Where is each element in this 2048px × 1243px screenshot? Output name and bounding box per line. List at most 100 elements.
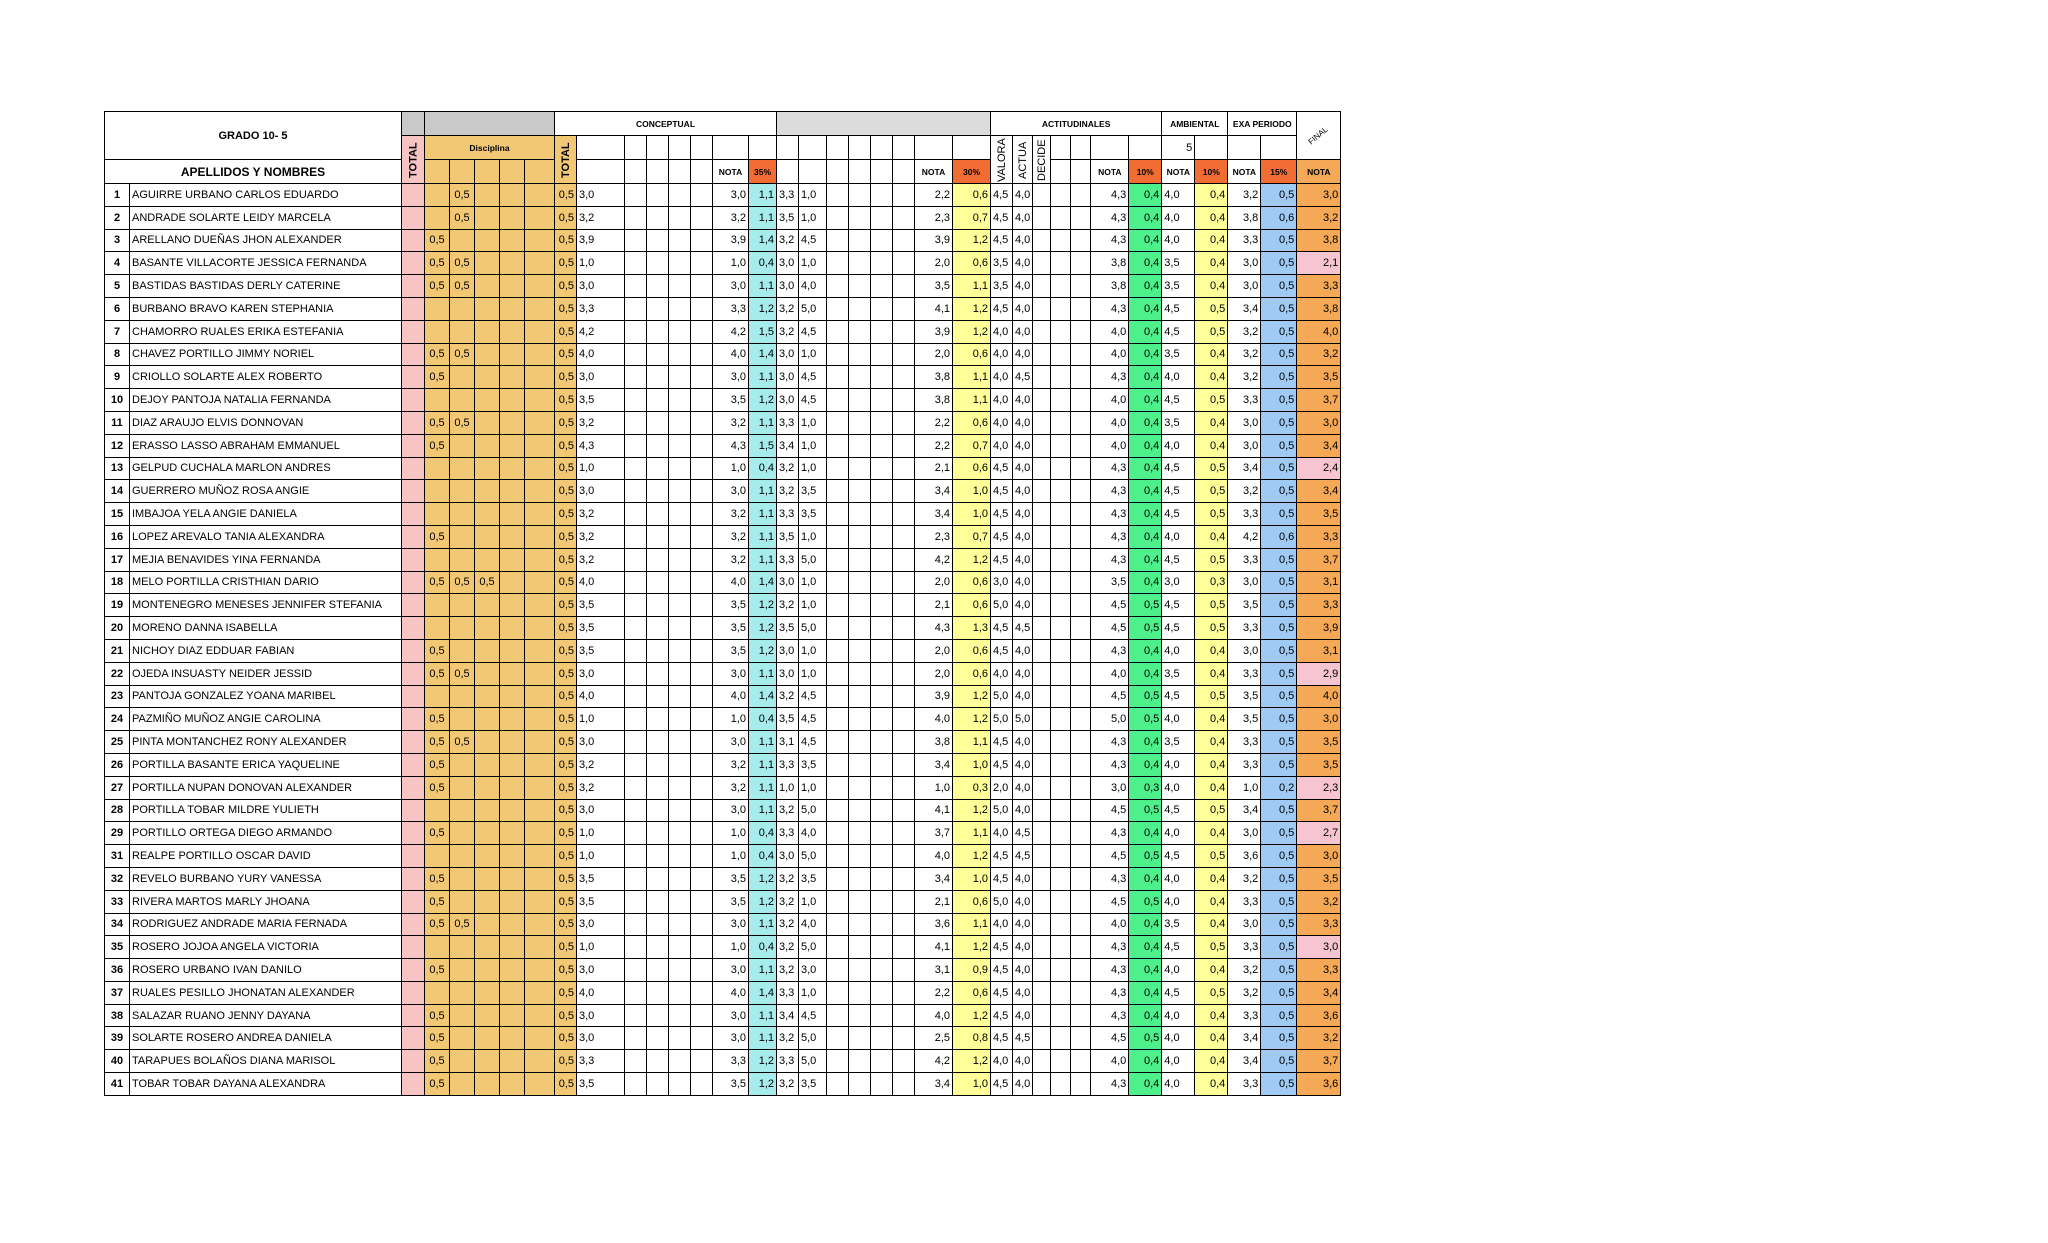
empty-cell [1070,1003,1092,1028]
empty-cell [690,547,713,572]
cell-ex15: 0,5 [1260,456,1298,481]
empty-cell [870,798,893,823]
cell-p30: 1,2 [952,296,991,321]
cell-c1: 1,0 [576,456,625,481]
empty-cell [892,274,915,298]
cell-amb10: 0,4 [1194,342,1229,367]
cell-pn: 4,1 [914,798,953,823]
cell-ex15: 0,6 [1260,205,1298,230]
cell-a: 4,0 [1011,524,1034,549]
cell-d-2 [474,183,500,207]
empty-cell [1070,866,1092,891]
empty-cell [848,775,871,800]
cell-name: LOPEZ AREVALO TANIA ALEXANDRA [129,524,402,549]
empty-cell [646,296,669,321]
empty-cell [1070,433,1092,458]
empty-cell [870,433,893,458]
empty-cell [1070,821,1092,846]
empty-cell [1032,775,1052,800]
cell-c35: 1,2 [748,296,777,321]
empty-cell [401,479,425,504]
empty-cell [401,821,425,846]
cell-d-2 [474,1049,500,1074]
empty-cell [524,775,555,800]
cell-d-0: 0,5 [424,889,450,914]
cell-ex15: 0,5 [1260,866,1298,891]
student-row: 16 LOPEZ AREVALO TANIA ALEXANDRA 0,5 0,5 3,2… [104,524,1342,549]
cell-a10: 0,4 [1128,730,1163,754]
cell-cn: 3,0 [712,1003,749,1028]
cell-v: 4,5 [990,958,1013,982]
empty-cell [690,935,713,960]
cell-c1: 3,3 [576,1049,625,1074]
empty-cell [668,616,691,640]
empty-cell [624,844,647,868]
empty-cell [892,958,915,982]
cell-name: ARELLANO DUEÑAS JHON ALEXANDER [129,228,402,253]
cell-fin: 3,8 [1296,228,1342,253]
cell-ex15: 0,5 [1260,593,1298,618]
empty-cell [690,388,713,412]
empty-cell [1050,958,1072,982]
empty-cell [646,730,669,754]
cell-cn: 3,5 [712,593,749,618]
empty-cell [1032,502,1052,526]
empty-cell [646,274,669,298]
empty-cell [1070,456,1092,481]
cell-fin: 3,0 [1296,935,1342,960]
cell-d-3 [499,616,525,640]
empty-cell [624,935,647,960]
empty-cell [1050,638,1072,663]
empty-cell [1050,661,1072,686]
cell-amb10: 0,5 [1194,547,1229,572]
cell-v: 4,0 [990,1049,1013,1074]
cell-c35: 1,1 [748,205,777,230]
empty-cell [401,456,425,481]
cell-amb: 4,5 [1161,980,1196,1005]
empty-cell [1070,296,1092,321]
cell-amb: 4,0 [1161,1026,1196,1051]
empty-cell [1070,547,1092,572]
cell-n: 28 [104,798,130,823]
cell-amb10: 0,5 [1194,935,1229,960]
empty-cell [848,730,871,754]
cell-a: 4,5 [1011,1026,1034,1051]
cell-d-2 [474,798,500,823]
empty-cell [668,889,691,914]
cell-d-2 [474,1026,500,1051]
cell-ex: 3,3 [1227,1003,1262,1028]
cell-cn: 3,0 [712,274,749,298]
cell-p2: 1,0 [798,661,827,686]
empty-cell [668,1003,691,1028]
empty-cell [624,183,647,207]
empty-cell [624,1003,647,1028]
cell-c35: 1,4 [748,342,777,367]
cell-pn: 2,2 [914,410,953,435]
cell-ex: 3,4 [1227,296,1262,321]
empty-cell [646,319,669,344]
cell-d-2 [474,593,500,618]
cell-a10: 0,5 [1128,593,1163,618]
cell-d-1 [449,684,475,709]
empty-cell [624,524,647,549]
empty-cell [870,319,893,344]
cell-an: 4,0 [1090,388,1130,412]
cell-cn: 3,0 [712,912,749,937]
cell-cn: 1,0 [712,844,749,868]
empty-cell [848,342,871,367]
empty-cell [646,752,669,777]
empty-cell [1050,707,1072,732]
cell-v: 3,0 [990,570,1013,595]
cell-cn: 4,3 [712,433,749,458]
cell-d-2 [474,228,500,253]
cell-p2: 3,5 [798,502,827,526]
cell-amb10: 0,4 [1194,821,1229,846]
cell-pn: 2,1 [914,889,953,914]
cell-amb10: 0,4 [1194,889,1229,914]
empty-cell [870,866,893,891]
student-row: 32 REVELO BURBANO YURY VANESSA 0,5 0,5 3,5 3,… [104,866,1342,891]
student-row: 28 PORTILLA TOBAR MILDRE YULIETH 0,5 3,0 3,0… [104,798,1342,823]
student-row: 14 GUERRERO MUÑOZ ROSA ANGIE 0,5 3,0 3,0 1,1 3… [104,479,1342,504]
cell-ex15: 0,5 [1260,1026,1298,1051]
cell-amb: 3,5 [1161,661,1196,686]
